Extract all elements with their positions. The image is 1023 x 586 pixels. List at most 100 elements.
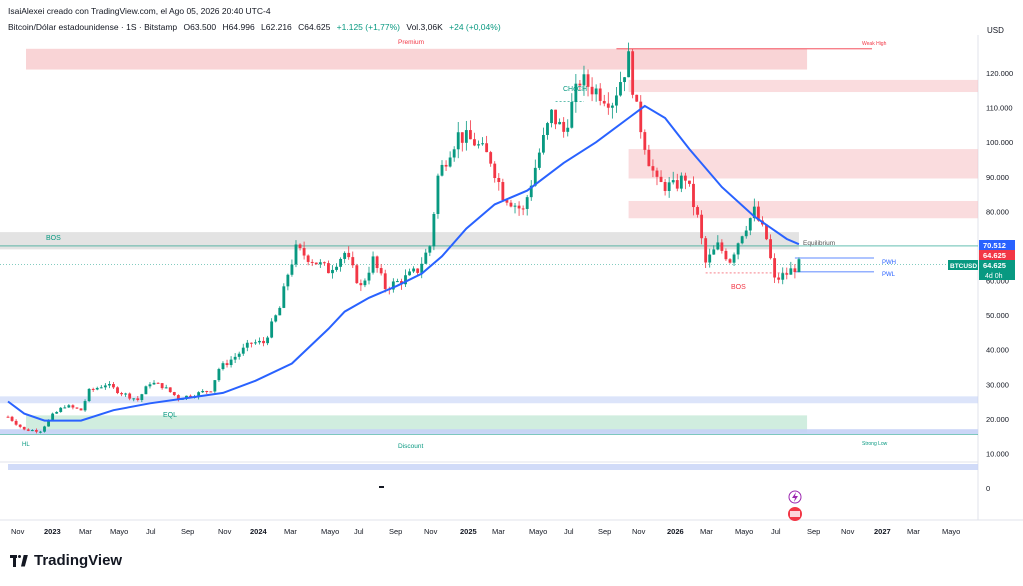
chart-header: IsaiAlexei creado con TradingView.com, e… (8, 6, 271, 16)
candle-body (728, 259, 732, 263)
candle-body (732, 254, 736, 263)
candle-body (404, 275, 407, 285)
x-tick-label: Mar (700, 527, 713, 536)
candle-body (290, 264, 294, 275)
candle-body (765, 224, 768, 240)
volume-change: +24 (+0,04%) (449, 22, 501, 32)
candle-body (582, 74, 586, 86)
x-tick-label: Nov (424, 527, 438, 536)
x-tick-label: Mayo (110, 527, 128, 536)
x-tick-label: Nov (218, 527, 232, 536)
supply-zone-1 (628, 149, 978, 179)
candle-body (221, 363, 225, 370)
symbol-name[interactable]: Bitcoin/Dólar estadounidense · 1S · Bits… (8, 22, 178, 32)
symbol-legend: Bitcoin/Dólar estadounidense · 1S · Bits… (8, 22, 505, 32)
candle-body (537, 152, 541, 168)
candle-body (639, 101, 643, 133)
candle-body (55, 411, 59, 414)
candle-body (355, 265, 359, 284)
supply-zone-2 (628, 200, 978, 219)
bos-left-label: BOS (46, 235, 61, 242)
candle-body (351, 257, 355, 266)
candle-body (237, 353, 241, 357)
x-tick-label: Mayo (942, 527, 960, 536)
candle-body (107, 384, 111, 386)
candle-body (432, 213, 436, 247)
x-tick-label: Sep (598, 527, 611, 536)
candle-body (752, 206, 756, 219)
choch-label: CHoCH (563, 86, 587, 93)
discount-label: Discount (398, 443, 423, 450)
candle-body (367, 272, 371, 281)
symbol-tag: BTCUSD (950, 263, 977, 270)
candle-body (335, 266, 338, 270)
candle-body (6, 416, 10, 418)
candle-body (485, 143, 489, 153)
candle-body (322, 262, 326, 264)
strong-low-label: Strong Low (862, 441, 888, 447)
candle-body (460, 132, 464, 143)
candle-body (327, 263, 330, 274)
candle-body (610, 105, 614, 108)
candle-body (229, 359, 233, 366)
candle-body (493, 163, 497, 179)
candle-body (306, 255, 310, 262)
candle-body (570, 102, 574, 128)
low-value: L62.216 (261, 22, 292, 32)
flag-glyph-icon (790, 511, 800, 517)
high-value: H64.996 (222, 22, 255, 32)
candle-body (391, 281, 395, 290)
candle-body (541, 134, 545, 153)
candle-body (395, 281, 399, 283)
candle-body (675, 180, 679, 189)
x-tick-label: 2023 (44, 527, 61, 536)
currency-label[interactable]: USD (987, 26, 1004, 35)
candle-body (278, 307, 282, 316)
candle-body (529, 185, 533, 198)
candle-body (647, 149, 651, 167)
candle-body (424, 252, 428, 264)
candle-body (47, 419, 50, 427)
candle-body (756, 206, 760, 221)
candle-body (30, 430, 34, 432)
candle-body (598, 88, 602, 101)
candle-body (176, 395, 180, 400)
candle-body (574, 83, 578, 103)
candle-body (87, 388, 91, 402)
candle-body (420, 263, 424, 273)
x-tick-label: Mar (492, 527, 505, 536)
hl-label: HL (22, 442, 30, 448)
symbol-tag-bg (948, 260, 978, 270)
y-tick-label: 10.000 (986, 449, 1009, 458)
candle-body (160, 383, 164, 389)
candle-body (615, 95, 618, 106)
close-badge-bg (979, 260, 1015, 280)
candle-body (339, 258, 343, 267)
candle-body (619, 82, 622, 96)
candle-body (586, 74, 590, 87)
candle-body (781, 273, 785, 280)
candle-body (343, 252, 347, 259)
premium-label: Premium (398, 39, 424, 46)
x-tick-label: Sep (181, 527, 194, 536)
candle-body (213, 380, 217, 392)
candle-body (262, 340, 265, 344)
supply-zone-0 (628, 79, 978, 93)
candle-body (554, 109, 558, 125)
x-tick-label: Jul (771, 527, 781, 536)
x-tick-label: 2024 (250, 527, 268, 536)
blue-zone-mid (0, 396, 978, 404)
blue-zone-low (0, 429, 978, 435)
candle-body (558, 121, 562, 125)
candle-body (14, 420, 18, 425)
candle-body (412, 268, 416, 272)
candle-body (75, 407, 79, 409)
candle-body (708, 254, 712, 263)
x-tick-label: Sep (807, 527, 820, 536)
candle-body (627, 51, 631, 78)
candle-body (481, 143, 484, 145)
candle-body (201, 390, 205, 393)
candle-body (521, 208, 525, 210)
